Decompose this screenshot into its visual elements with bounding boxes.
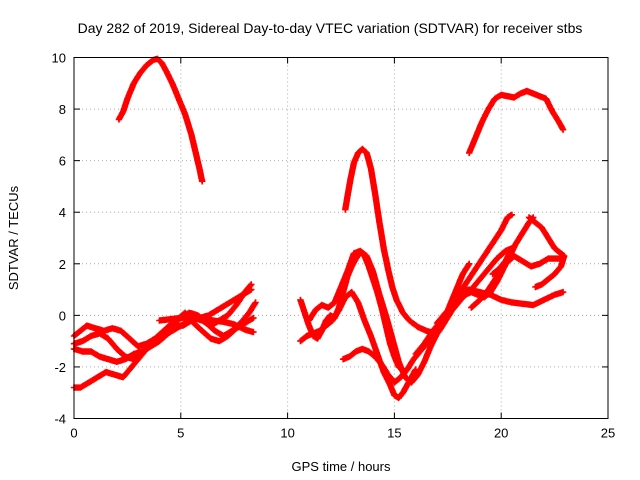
series-markers xyxy=(466,87,567,157)
axis-ticks: 0 5 10 15 20 25 -4 -2 0 2 4 6 8 10 xyxy=(52,51,616,441)
series-markers xyxy=(342,145,439,337)
series-markers xyxy=(468,252,567,311)
grid xyxy=(74,57,608,419)
series-arc-b-dawn xyxy=(342,145,439,337)
y-tick-label: 6 xyxy=(59,154,66,169)
series-late-9 xyxy=(468,252,567,311)
series-arc-c-evening xyxy=(466,87,567,157)
x-tick-label: 20 xyxy=(494,426,508,441)
x-tick-label: 0 xyxy=(70,426,77,441)
data-series xyxy=(70,55,568,402)
series-markers xyxy=(433,245,516,327)
y-tick-label: 4 xyxy=(59,205,66,220)
series-markers xyxy=(115,55,206,185)
y-tick-label: 8 xyxy=(59,102,66,117)
chart-title: Day 282 of 2019, Sidereal Day-to-day VTE… xyxy=(78,20,583,36)
plot-frame xyxy=(73,57,609,419)
series-late-5 xyxy=(412,211,516,358)
y-tick-label: -2 xyxy=(54,360,66,375)
x-tick-label: 5 xyxy=(177,426,184,441)
x-tick-label: 25 xyxy=(601,426,615,441)
x-tick-label: 15 xyxy=(387,426,401,441)
series-markers xyxy=(525,214,568,291)
y-tick-label: -4 xyxy=(54,412,66,427)
series-low-5 xyxy=(156,313,257,336)
series-markers xyxy=(412,211,516,358)
y-tick-label: 2 xyxy=(59,257,66,272)
x-tick-label: 10 xyxy=(280,426,294,441)
x-axis-label: GPS time / hours xyxy=(292,459,391,474)
series-late-6 xyxy=(433,245,516,327)
series-markers xyxy=(156,313,257,336)
series-late-8 xyxy=(525,214,568,291)
y-tick-label: 0 xyxy=(59,308,66,323)
y-tick-label: 10 xyxy=(52,51,66,66)
y-axis-label: SDTVAR / TECUs xyxy=(6,185,21,290)
series-arc-a-peak xyxy=(115,55,206,185)
